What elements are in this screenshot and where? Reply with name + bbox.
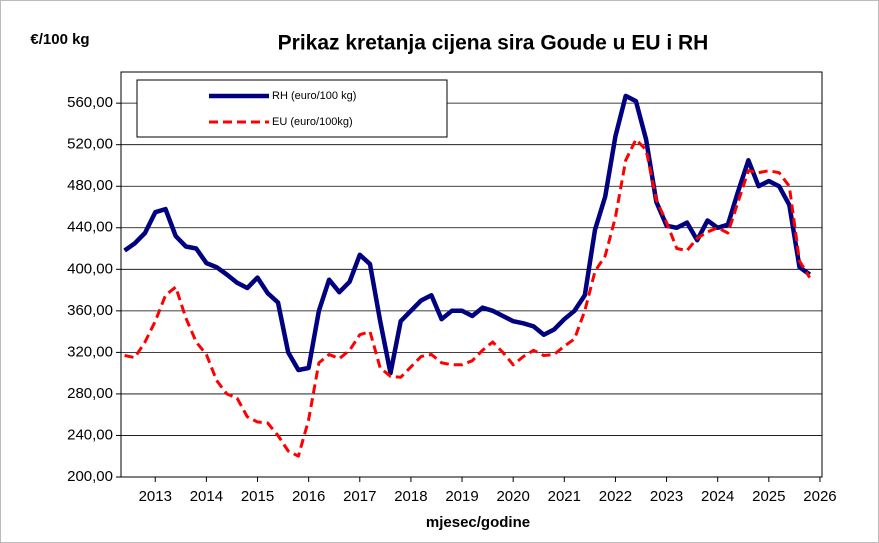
x-tick-label: 2017 — [343, 488, 376, 505]
x-tick-label: 2015 — [241, 488, 274, 505]
line-series — [124, 138, 811, 458]
x-tick-label: 2019 — [445, 488, 478, 505]
x-tick-label: 2022 — [599, 488, 632, 505]
line-series — [123, 93, 812, 376]
legend-label: RH (euro/100 kg) — [272, 90, 356, 102]
plot-background — [120, 71, 823, 478]
x-axis-label: mjesec/godine — [426, 514, 530, 531]
y-tick-label: 480,00 — [67, 177, 113, 194]
y-tick-label: 520,00 — [67, 136, 113, 153]
y-axis-label: €/100 kg — [30, 31, 89, 48]
y-tick-label: 240,00 — [67, 426, 113, 443]
x-tick-label: 2023 — [650, 488, 683, 505]
x-tick-label: 2016 — [292, 488, 325, 505]
x-tick-label: 2014 — [190, 488, 223, 505]
x-tick-label: 2021 — [548, 488, 581, 505]
x-tick-label: 2026 — [803, 488, 836, 505]
x-tick-label: 2024 — [701, 488, 734, 505]
y-tick-label: 360,00 — [67, 302, 113, 319]
y-tick-label: 560,00 — [67, 94, 113, 111]
chart-title: Prikaz kretanja cijena sira Goude u EU i… — [278, 32, 709, 55]
y-tick-label: 400,00 — [67, 260, 113, 277]
legend-label: EU (euro/100kg) — [272, 116, 353, 128]
y-tick-label: 320,00 — [67, 343, 113, 360]
y-tick-label: 280,00 — [67, 385, 113, 402]
x-tick-label: 2020 — [496, 488, 529, 505]
y-tick-label: 200,00 — [67, 468, 113, 485]
legend-box — [136, 79, 448, 138]
y-tick-label: 440,00 — [67, 219, 113, 236]
x-tick-label: 2013 — [139, 488, 172, 505]
x-tick-label: 2025 — [752, 488, 785, 505]
x-tick-label: 2018 — [394, 488, 427, 505]
